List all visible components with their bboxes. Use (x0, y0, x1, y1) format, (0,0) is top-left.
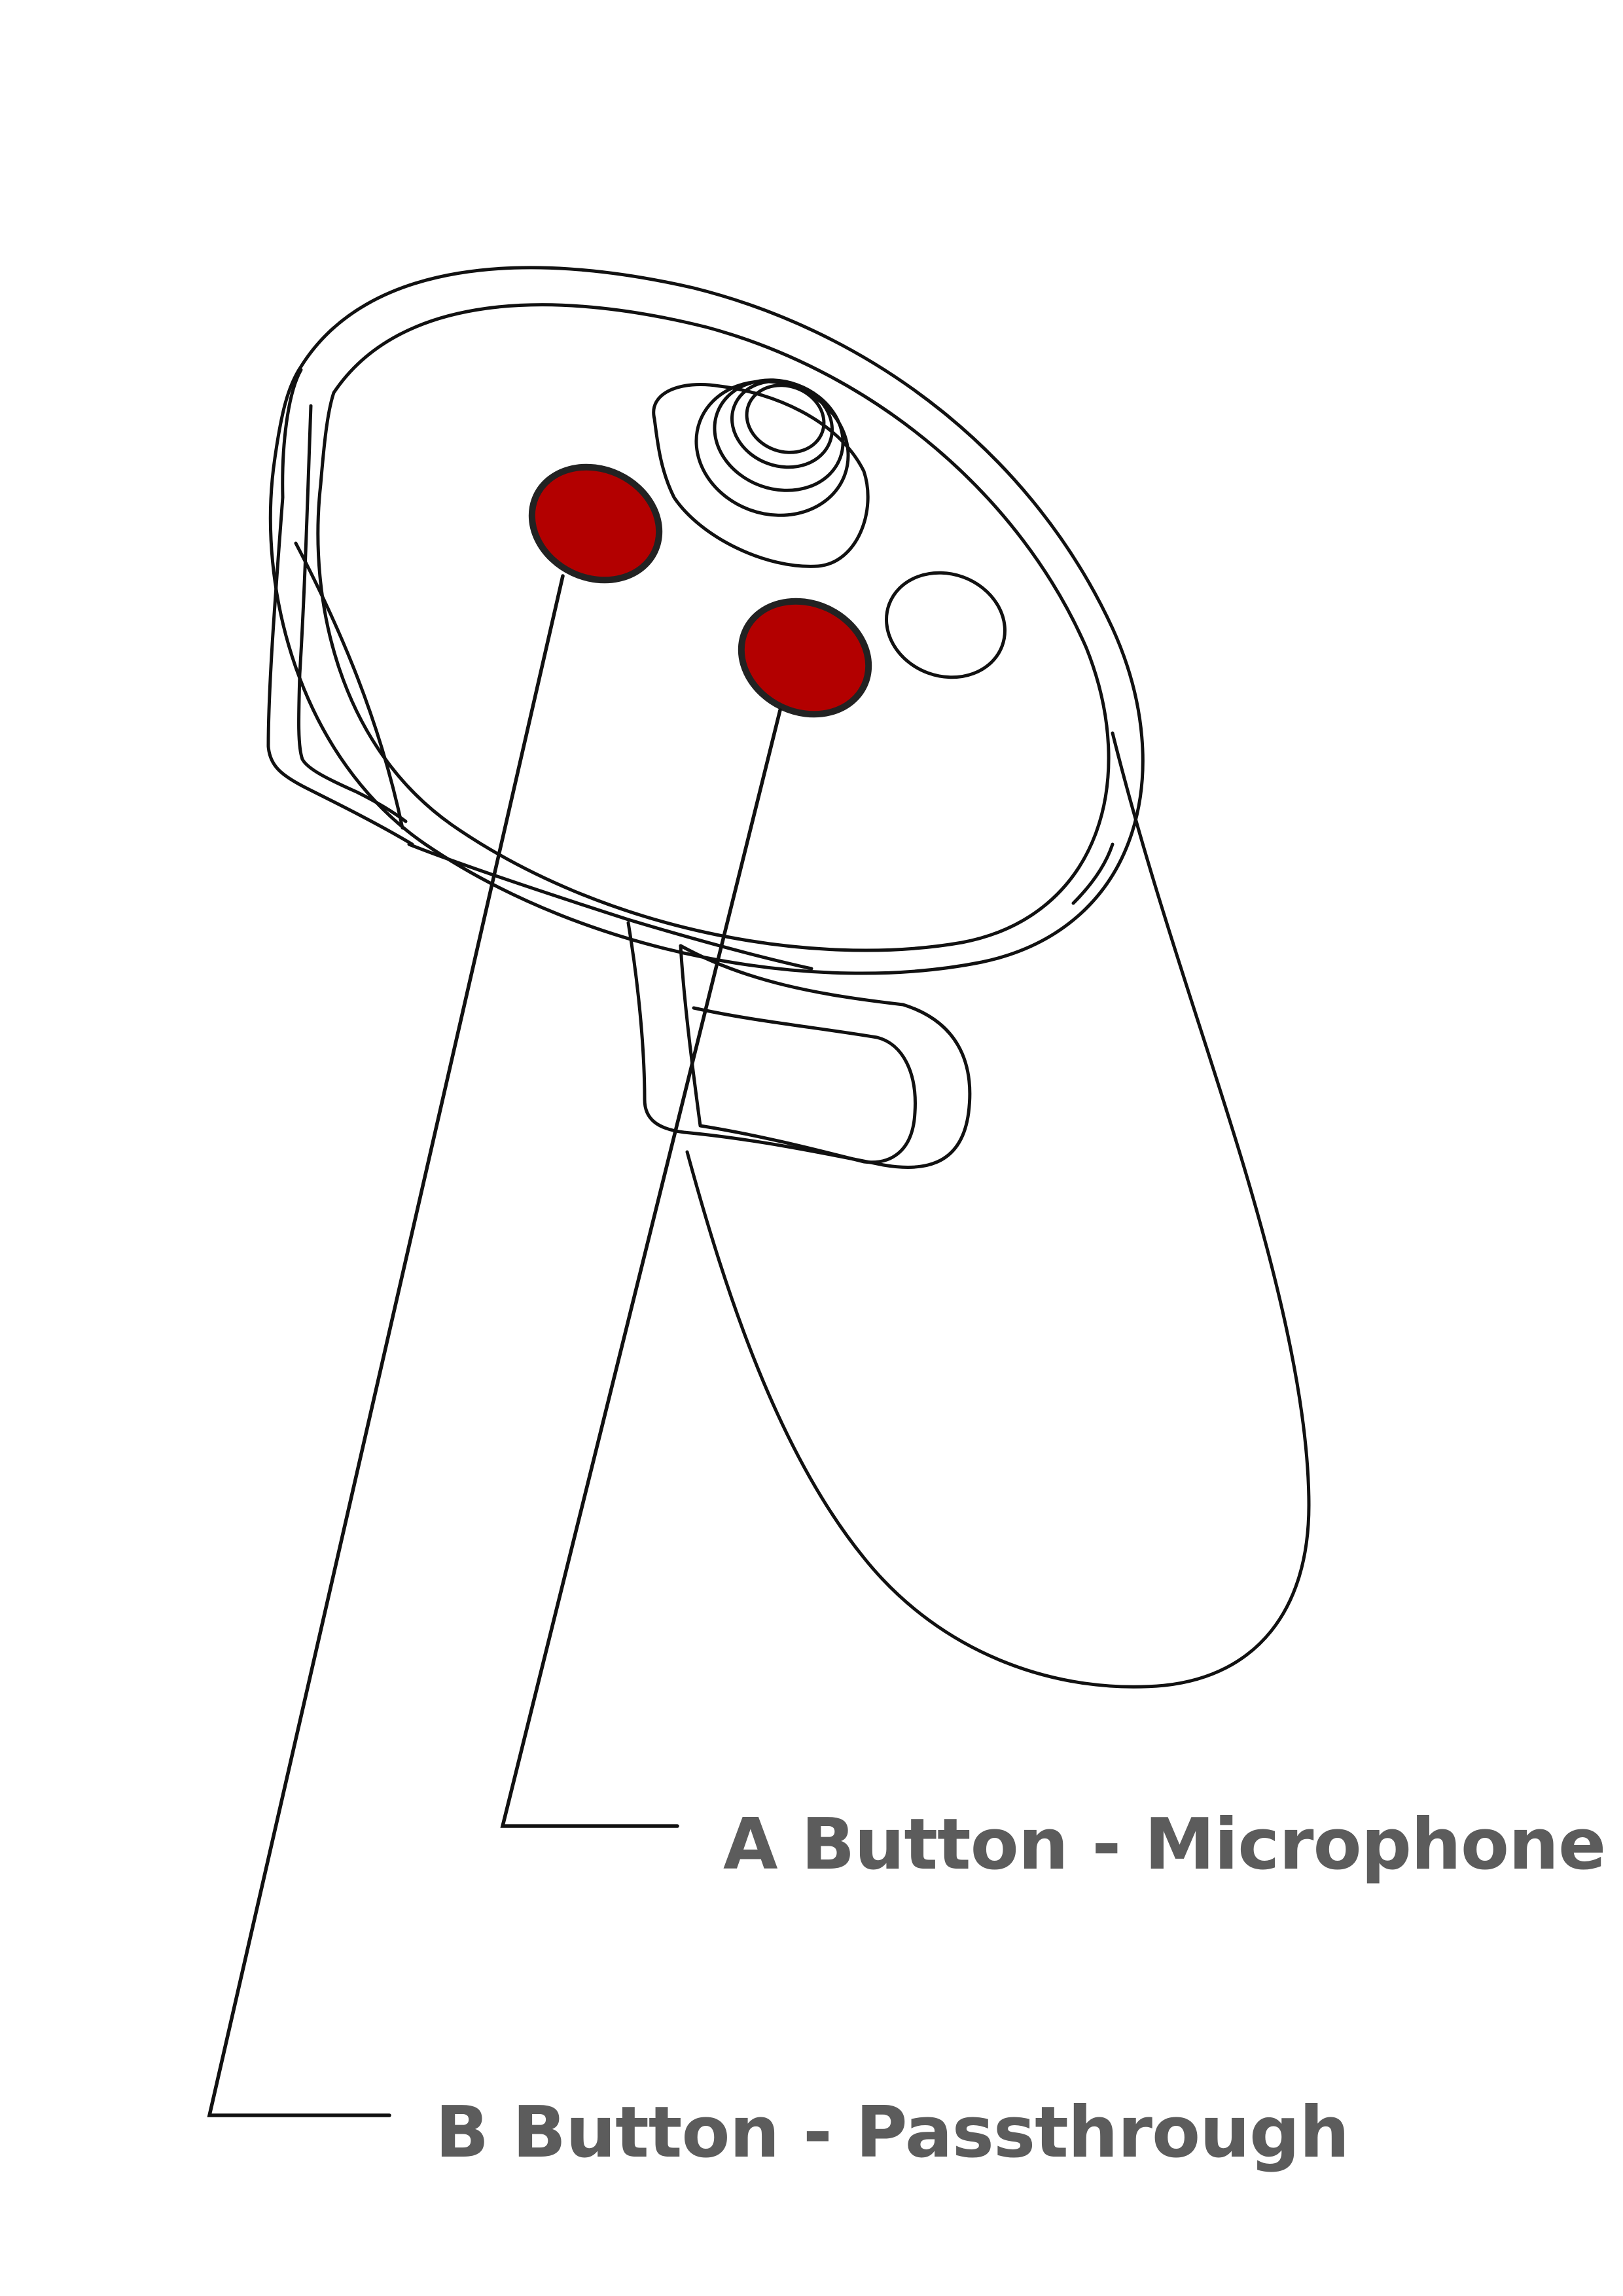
controller-outer-rim (268, 266, 1145, 975)
controller-side-wall-fold (294, 541, 404, 830)
controller-top-face (316, 303, 1111, 952)
controller-grip-inner (1071, 842, 1115, 905)
controller-grip (685, 731, 1311, 1689)
a-button-leader-line (500, 708, 782, 1828)
controller-side-wall (266, 368, 414, 846)
b-button (528, 463, 663, 584)
controller-trigger-inner (679, 944, 917, 1164)
b-button-label: B Button - Passthrough (435, 2092, 1349, 2174)
b-button-leader-line (207, 574, 565, 2117)
controller-side-wall-inner (297, 404, 408, 823)
thumbstick-base (652, 382, 870, 568)
controller-drawing (266, 266, 1311, 1689)
a-button-label: A Button - Microphone (723, 1804, 1606, 1886)
a-button (738, 598, 872, 718)
thumbstick-cap (745, 384, 826, 454)
thumbstick-ring-inner (730, 379, 834, 469)
menu-button (885, 571, 1007, 679)
callout-leaders (207, 574, 782, 2117)
controller-trigger (626, 921, 972, 1169)
controller-ring-underside (407, 842, 813, 971)
